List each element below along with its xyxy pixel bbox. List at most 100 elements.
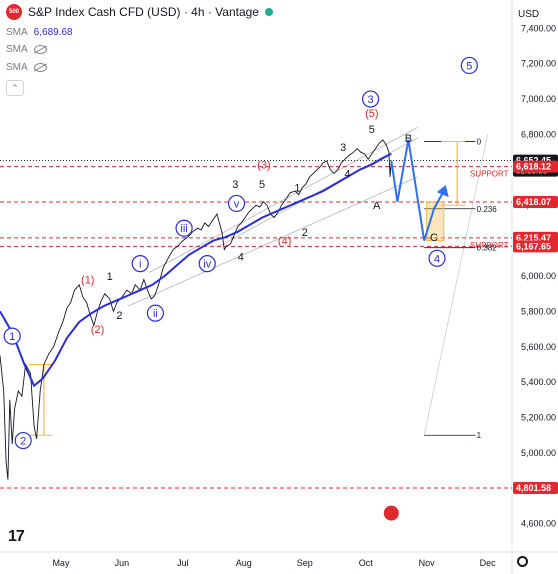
wave-label: 1 <box>294 183 300 195</box>
gear-icon[interactable] <box>517 556 528 567</box>
wave-label-circle <box>227 194 246 213</box>
indicator-value: 6,689.68 <box>33 27 73 38</box>
y-tick-label: 6,800.00 <box>521 129 556 139</box>
tradingview-logo-icon: 17 <box>8 528 25 545</box>
price-axis-panel <box>512 0 558 574</box>
wave-label: i <box>139 259 141 271</box>
market-open-dot-icon <box>264 8 273 16</box>
y-tick-label: 5,400.00 <box>521 377 556 387</box>
price-series-line <box>0 139 392 480</box>
y-tick-label: 5,800.00 <box>521 306 556 316</box>
x-tick-label: Dec <box>480 558 497 568</box>
x-tick-label: Aug <box>236 558 252 568</box>
y-tick-label: 7,200.00 <box>521 59 556 69</box>
y-tick-label: 7,000.00 <box>521 94 556 104</box>
price-axis-tag-text: 6,652.45 <box>516 156 551 166</box>
wave-label: (5) <box>365 108 378 120</box>
wave-label: iv <box>203 259 211 271</box>
wave-label: 4 <box>344 168 350 180</box>
x-tick-label: Jun <box>115 558 130 568</box>
price-axis-tag-text: 6,215.47 <box>516 233 551 243</box>
wave-label-circle <box>428 249 446 267</box>
chart-title: S&P Index Cash CFD (USD) · 4h · Vantage <box>28 5 259 19</box>
y-tick-label: 7,400.00 <box>521 23 556 33</box>
support-label: SUPPORT <box>470 170 509 179</box>
fib-label: 1 <box>477 431 482 440</box>
wave-label: 2 <box>20 436 26 448</box>
wave-label: 5 <box>369 124 375 136</box>
forecast-path <box>390 139 445 241</box>
wave-label-circle <box>198 255 216 273</box>
price-axis-tag-text: 6,418.07 <box>516 197 551 207</box>
price-axis-tag <box>513 160 558 173</box>
price-axis-tag <box>513 196 558 209</box>
indicator-name: SMA <box>6 62 28 73</box>
indicator-sma-1[interactable]: SMA 6,689.68 <box>6 27 73 38</box>
wave-label: 2 <box>302 227 308 239</box>
currency-label: USD <box>518 9 539 20</box>
flag-badge-icon <box>382 504 400 522</box>
wave-label: (2) <box>91 324 104 336</box>
wave-label: 1 <box>107 271 113 283</box>
y-tick-label: 5,000.00 <box>521 448 556 458</box>
wave-label-circle <box>175 219 193 237</box>
wave-label: v <box>234 198 240 210</box>
chevron-up-icon[interactable]: ⌃ <box>6 80 24 96</box>
sma-line <box>0 153 392 388</box>
x-tick-label: Jul <box>177 558 189 568</box>
wave-label: 1 <box>9 331 15 343</box>
y-tick-label: 4,600.00 <box>521 519 556 529</box>
chart-header: 500 S&P Index Cash CFD (USD) · 4h · Vant… <box>6 4 273 20</box>
indicator-name: SMA <box>6 27 28 38</box>
wave-label: 3 <box>340 142 346 154</box>
x-tick-label: Oct <box>359 558 374 568</box>
indicator-sma-3[interactable]: SMA <box>6 62 47 73</box>
target-diagonal-line <box>423 134 489 436</box>
fib-label: 0 <box>477 138 482 147</box>
wave-label: (3) <box>257 160 270 172</box>
price-axis-tag <box>513 240 558 253</box>
wave-label: iii <box>180 223 187 235</box>
wave-label: 2 <box>116 310 122 322</box>
wave-label-circle <box>131 255 149 273</box>
wave-label: (4) <box>278 236 291 248</box>
symbol-logo-icon: 500 <box>6 4 22 20</box>
wave-label: 5 <box>466 60 472 72</box>
y-tick-label: 5,200.00 <box>521 413 556 423</box>
x-tick-label: Nov <box>419 558 436 568</box>
wave-label: B <box>405 133 412 145</box>
support-label: SUPPORT <box>470 241 509 250</box>
forecast-arrow-head <box>436 185 449 198</box>
x-tick-label: Sep <box>297 558 313 568</box>
wave-label: 5 <box>259 179 265 191</box>
eye-hidden-icon[interactable] <box>33 63 47 72</box>
price-axis-tag-text: 6,618.12 <box>516 162 551 172</box>
channel-line <box>127 176 418 307</box>
fib-label: 0.382 <box>477 244 498 253</box>
price-axis-tag <box>513 482 558 495</box>
price-axis-tag-text: 4,801.58 <box>516 483 551 493</box>
wave-label-circle <box>3 327 21 345</box>
channel-line <box>149 127 418 273</box>
fib-label: 0.236 <box>477 205 498 214</box>
wave-label: C <box>430 232 438 244</box>
indicator-name: SMA <box>6 44 28 55</box>
wave-label-circle <box>460 56 478 75</box>
price-axis-tag-text: 6,167.65 <box>516 241 551 251</box>
wave-label: 4 <box>238 252 244 264</box>
x-tick-label: May <box>52 558 70 568</box>
wave-label-circle <box>14 431 32 450</box>
indicator-sma-2[interactable]: SMA <box>6 44 47 55</box>
wave-label-circle <box>361 90 380 108</box>
wave-label: (1) <box>81 275 94 287</box>
wave-label: A <box>373 200 381 212</box>
y-tick-label: 6,000.00 <box>521 271 556 281</box>
projection-box <box>426 201 445 242</box>
eye-hidden-icon[interactable] <box>33 45 47 54</box>
y-tick-label: 5,600.00 <box>521 342 556 352</box>
wave-label: ii <box>153 308 158 320</box>
wave-label: 4 <box>434 253 440 265</box>
wave-label: 3 <box>232 179 238 191</box>
wave-label-circle <box>146 304 165 322</box>
